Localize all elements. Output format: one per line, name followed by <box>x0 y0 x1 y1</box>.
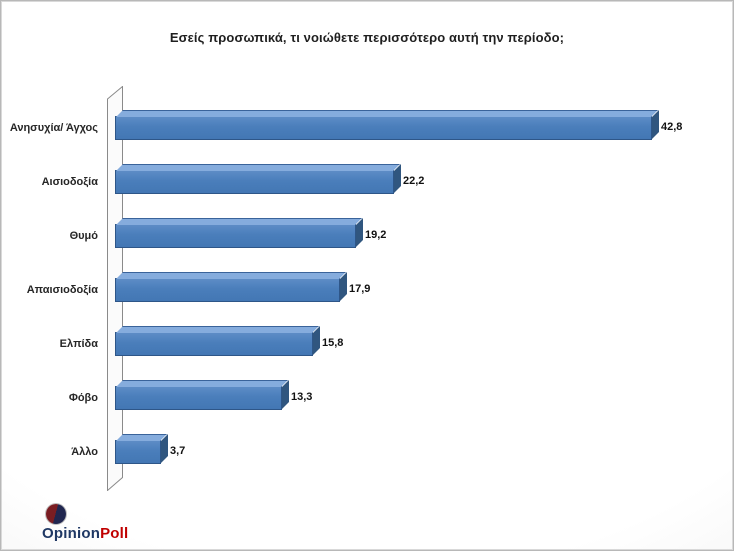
value-label: 22,2 <box>403 175 425 188</box>
opinionpoll-logo: OpinionPoll <box>42 504 128 542</box>
bar: 22,2 <box>115 170 424 194</box>
bar-track: 42,8 <box>115 116 734 140</box>
value-label: 3,7 <box>170 445 186 458</box>
bar-row: Θυμό 19,2 <box>0 209 734 263</box>
bar: 15,8 <box>115 332 343 356</box>
bar-row: Άλλο 3,7 <box>0 425 734 479</box>
category-label: Απαισιοδοξία <box>26 283 98 296</box>
category-label: Ανησυχία/ Άγχος <box>9 121 98 134</box>
bar-track: 3,7 <box>115 440 734 464</box>
bar-track: 19,2 <box>115 224 734 248</box>
opinionpoll-logo-icon <box>46 504 66 524</box>
bar-row: Αισιοδοξία 22,2 <box>0 155 734 209</box>
value-label: 15,8 <box>322 337 344 350</box>
opinionpoll-logo-text: OpinionPoll <box>42 525 128 542</box>
bar-row: Φόβο 13,3 <box>0 371 734 425</box>
category-label: Άλλο <box>71 445 98 458</box>
category-label: Θυμό <box>69 229 98 242</box>
bar-row: Ελπίδα 15,8 <box>0 317 734 371</box>
value-label: 17,9 <box>349 283 371 296</box>
bar-track: 22,2 <box>115 170 734 194</box>
bar-rows: Ανησυχία/ Άγχος 42,8 Αισιοδοξία 22,2 Θυμό 19,… <box>0 101 734 479</box>
bar: 13,3 <box>115 386 312 410</box>
bar-row: Ανησυχία/ Άγχος 42,8 <box>0 101 734 155</box>
value-label: 42,8 <box>661 121 683 134</box>
chart-title: Εσείς προσωπικά, τι νοιώθετε περισσότερο… <box>169 30 565 45</box>
bar-track: 15,8 <box>115 332 734 356</box>
value-label: 19,2 <box>365 229 387 242</box>
value-label: 13,3 <box>291 391 313 404</box>
bar: 19,2 <box>115 224 386 248</box>
bar-track: 17,9 <box>115 278 734 302</box>
category-label: Ελπίδα <box>59 337 98 350</box>
logo-text-opinion: Opinion <box>42 525 101 542</box>
logo-text-poll: Poll <box>100 525 129 542</box>
bar: 42,8 <box>115 116 682 140</box>
category-label: Αισιοδοξία <box>41 175 98 188</box>
bar: 3,7 <box>115 440 185 464</box>
category-label: Φόβο <box>68 391 98 404</box>
bar-row: Απαισιοδοξία 17,9 <box>0 263 734 317</box>
bar-track: 13,3 <box>115 386 734 410</box>
bar: 17,9 <box>115 278 370 302</box>
